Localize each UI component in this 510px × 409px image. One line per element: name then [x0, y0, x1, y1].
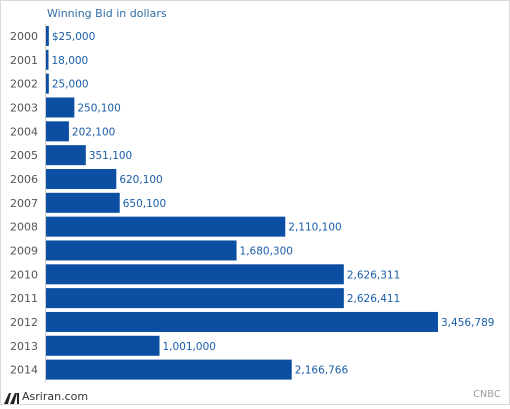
bar-2004: [46, 121, 69, 142]
value-label-2004: 202,100: [72, 126, 115, 138]
y-tick-label-2007: 2007: [10, 197, 38, 210]
bar-2009: [46, 240, 237, 261]
y-tick-label-2005: 2005: [10, 149, 38, 162]
y-tick-label-2000: 2000: [10, 30, 38, 43]
bar-2002: [46, 73, 49, 94]
value-label-2010: 2,626,311: [347, 269, 400, 281]
logo-text: Asriran.com: [22, 389, 89, 403]
value-label-2014: 2,166,766: [295, 365, 349, 377]
value-label-2012: 3,456,789: [441, 317, 494, 329]
value-label-2009: 1,680,300: [240, 245, 293, 257]
value-label-2007: 650,100: [123, 198, 166, 210]
asriran-logo-mark-icon: [3, 390, 21, 404]
value-label-2000: $25,000: [52, 31, 95, 43]
y-tick-label-2009: 2009: [10, 244, 38, 257]
value-label-2003: 250,100: [77, 102, 120, 114]
y-tick-label-2004: 2004: [10, 125, 38, 138]
bar-2010: [46, 264, 344, 285]
y-tick-label-2003: 2003: [10, 101, 38, 114]
value-label-2006: 620,100: [119, 174, 162, 186]
bar-2008: [46, 216, 286, 237]
asriran-logo: Asriran.com: [3, 389, 89, 404]
bar-2001: [46, 49, 49, 70]
y-tick-label-2008: 2008: [10, 221, 38, 234]
bar-2000: [46, 26, 49, 46]
value-label-2008: 2,110,100: [288, 222, 341, 234]
y-tick-label-2014: 2014: [10, 364, 38, 377]
bar-2011: [46, 288, 344, 309]
bar-2014: [46, 359, 292, 380]
y-tick-label-2002: 2002: [10, 78, 38, 91]
y-tick-label-2011: 2011: [10, 292, 38, 305]
value-label-2005: 351,100: [89, 150, 132, 162]
bar-2006: [46, 168, 117, 189]
y-tick-label-2012: 2012: [10, 316, 38, 329]
bar-2005: [46, 145, 86, 166]
bar-2012: [46, 311, 438, 332]
value-label-2011: 2,626,411: [347, 293, 400, 305]
y-tick-label-2010: 2010: [10, 268, 38, 281]
y-tick-label-2001: 2001: [10, 54, 38, 67]
y-tick-label-2013: 2013: [10, 340, 38, 353]
value-label-2013: 1,001,000: [163, 341, 216, 353]
value-label-2002: 25,000: [52, 79, 89, 91]
value-label-2001: 18,000: [52, 55, 89, 67]
y-tick-label-2006: 2006: [10, 173, 38, 186]
bar-2003: [46, 97, 75, 118]
chart-title: Winning Bid in dollars: [47, 7, 167, 20]
bar-2007: [46, 192, 120, 213]
bar-2013: [46, 335, 160, 356]
source-label: CNBC: [473, 389, 501, 400]
